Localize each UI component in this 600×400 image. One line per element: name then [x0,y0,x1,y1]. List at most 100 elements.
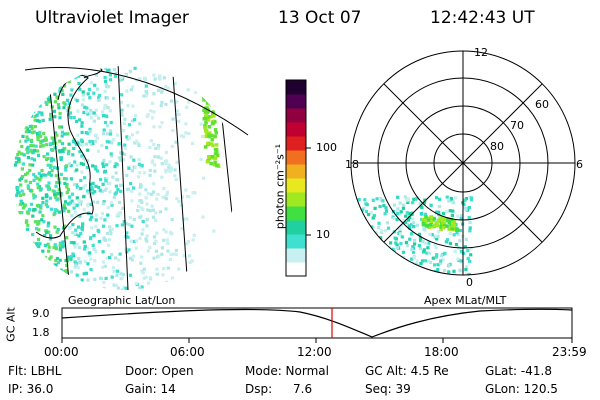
emission-pixel [423,218,427,222]
emission-pixel [126,137,130,141]
emission-pixel [102,200,106,204]
emission-pixel [55,84,59,88]
emission-pixel [360,252,364,256]
emission-pixel [83,244,87,248]
emission-pixel [89,81,93,85]
emission-pixel [164,150,168,154]
emission-pixel [54,247,58,251]
emission-pixel [73,160,77,164]
emission-pixel [213,128,218,132]
emission-pixel [419,261,423,266]
emission-pixel [384,206,388,210]
emission-pixel [61,245,65,249]
emission-pixel [366,263,370,267]
emission-pixel [92,234,96,238]
emission-pixel [48,196,52,200]
emission-pixel [174,253,178,257]
emission-pixel [119,272,123,276]
emission-pixel [101,250,105,254]
emission-pixel [394,241,398,245]
emission-pixel [421,221,426,225]
emission-pixel [453,249,457,253]
emission-pixel [419,238,423,243]
emission-pixel [29,95,33,99]
emission-pixel [43,234,47,238]
emission-pixel [355,263,359,267]
emission-pixel [139,261,143,265]
emission-pixel [26,243,30,247]
emission-pixel [14,160,18,165]
emission-pixel [363,198,367,202]
altitude-plot-frame [61,307,573,339]
emission-pixel [109,201,113,205]
emission-pixel [160,252,164,256]
emission-pixel [138,215,142,219]
emission-pixel [431,224,435,229]
emission-pixel [136,141,140,146]
emission-pixel [105,132,109,136]
emission-pixel [112,195,116,199]
emission-pixel [165,238,170,242]
emission-pixel [389,272,393,275]
emission-pixel [23,238,27,242]
emission-pixel [77,234,81,238]
emission-pixel [69,177,73,181]
gc-alt-status: GC Alt: 4.5 Re [365,364,449,378]
emission-pixel [133,165,137,170]
emission-pixel [22,92,26,96]
emission-pixel [36,132,40,136]
emission-pixel [378,270,382,274]
emission-pixel [115,133,119,137]
emission-pixel [43,173,47,177]
emission-pixel [379,198,383,203]
emission-pixel [40,277,44,281]
colorbar-tick-10: 10 [316,228,330,241]
emission-pixel [56,228,60,232]
emission-pixel [418,201,422,205]
emission-pixel [84,271,88,275]
emission-pixel [360,208,364,212]
emission-pixel [148,276,152,280]
emission-pixel [428,232,432,236]
emission-pixel [66,187,70,192]
emission-pixel [53,100,57,104]
emission-pixel [91,200,96,204]
emission-pixel [113,165,117,169]
emission-pixel [58,244,62,248]
emission-pixel [64,287,69,290]
emission-pixel [42,258,46,262]
emission-pixel [84,286,89,290]
emission-pixel [56,103,61,107]
emission-pixel [185,194,190,198]
emission-pixel [139,183,143,187]
emission-pixel [119,78,123,82]
emission-pixel [14,216,18,220]
emission-pixel [164,230,168,234]
emission-pixel [83,259,87,263]
emission-pixel [65,271,69,275]
emission-pixel [176,109,180,113]
emission-pixel [47,230,51,234]
emission-pixel [124,234,128,239]
emission-pixel [15,141,19,145]
emission-pixel [103,264,107,268]
emission-pixel [26,145,30,149]
emission-pixel [395,269,399,273]
emission-pixel [408,215,412,220]
emission-pixel [62,206,67,210]
emission-pixel [199,122,203,126]
emission-pixel [412,250,416,254]
coastline [35,74,94,239]
colorbar-band [286,150,306,165]
emission-pixel [164,102,168,106]
emission-pixel [102,164,106,169]
emission-pixel [109,289,113,290]
emission-pixel [374,252,378,256]
altitude-ytick-min: 1.8 [32,326,50,339]
emission-pixel [205,131,209,135]
emission-pixel [22,153,26,157]
emission-pixel [81,143,85,147]
lat-label-80: 80 [490,140,504,153]
emission-pixel [19,232,23,236]
emission-pixel [18,193,23,197]
